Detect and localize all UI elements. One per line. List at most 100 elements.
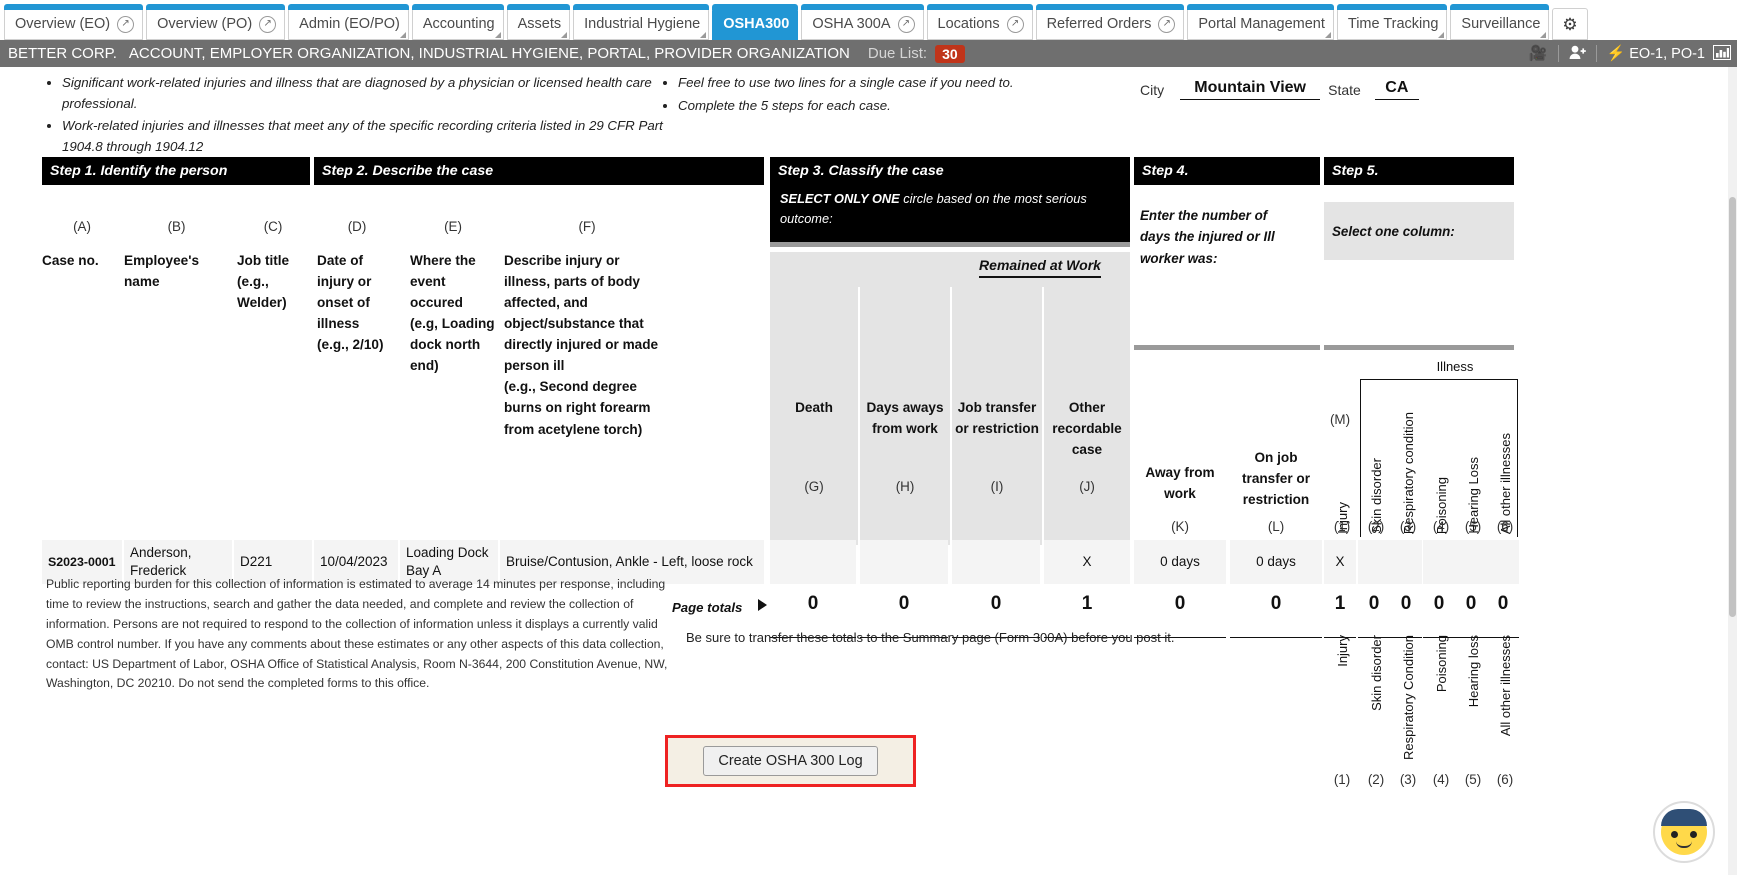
column-e-header: (E) Where the event occured (e.g, Loadin…: [410, 219, 496, 376]
illness-column-1: Injury: [1326, 389, 1358, 534]
illness-column-label: Respiratory condition: [1400, 411, 1416, 534]
gear-icon: ⚙: [1562, 14, 1578, 34]
illness-bottom-label: Skin disorder: [1368, 635, 1384, 711]
open-external-icon[interactable]: ↗: [117, 15, 135, 33]
tab-label: Overview (EO): [15, 16, 111, 32]
tab-assets[interactable]: Assets: [506, 4, 571, 40]
create-osha-300-log-highlight: Create OSHA 300 Log: [665, 735, 916, 787]
tab-accounting[interactable]: Accounting: [411, 4, 504, 40]
add-user-icon[interactable]: [1569, 45, 1586, 63]
avatar[interactable]: [1653, 801, 1715, 863]
table-cell-hearing[interactable]: [1455, 540, 1487, 584]
tab-surveillance[interactable]: Surveillance: [1450, 4, 1550, 40]
table-cell-other-recordable[interactable]: X: [1044, 540, 1130, 584]
tab-label: Surveillance: [1461, 16, 1541, 32]
tab-label: Referred Orders: [1046, 16, 1152, 32]
scrollbar-thumb[interactable]: [1729, 197, 1736, 617]
transfer-totals-note: Be sure to transfer these totals to the …: [686, 630, 1175, 645]
column-f-label: Describe injury or illness, parts of bod…: [504, 253, 659, 374]
table-cell-transfer-days[interactable]: 0 days: [1230, 540, 1322, 584]
main-tab-bar: Overview (EO) ↗ Overview (PO) ↗ Admin (EO/PO…: [0, 0, 1737, 40]
step4-header: Step 4.: [1134, 157, 1320, 185]
open-external-icon[interactable]: ↗: [1158, 15, 1176, 33]
city-value[interactable]: Mountain View: [1180, 79, 1321, 100]
create-osha-300-log-button[interactable]: Create OSHA 300 Log: [703, 746, 878, 776]
settings-gear-tab[interactable]: ⚙: [1552, 8, 1588, 40]
table-cell-days-away[interactable]: [860, 540, 948, 584]
table-cell-job-title[interactable]: D221: [234, 540, 312, 584]
bar-chart-icon[interactable]: [1713, 44, 1731, 63]
list-item: Complete the 5 steps for each case.: [678, 96, 1132, 117]
table-cell-describe[interactable]: Bruise/Contusion, Ankle - Left, loose ro…: [500, 540, 764, 584]
total-days-away: 0: [860, 593, 948, 638]
due-list-badge[interactable]: 30: [935, 44, 965, 63]
table-cell-injury[interactable]: X: [1324, 540, 1356, 584]
list-item: Work-related injuries and illnesses that…: [62, 116, 671, 157]
city-label: City: [1140, 82, 1165, 98]
tab-overview-eo[interactable]: Overview (EO) ↗: [4, 4, 144, 40]
avatar-face-icon: [1661, 809, 1707, 855]
divider: [1557, 45, 1559, 62]
state-value[interactable]: CA: [1374, 79, 1419, 100]
open-external-icon[interactable]: ↗: [259, 15, 277, 33]
header-actions: 🎥 ⚡ EO-1, PO-1: [1529, 40, 1731, 67]
table-cell-case-no[interactable]: S2023-0001: [42, 540, 122, 584]
organization-header-bar: BETTER CORP. ACCOUNT, EMPLOYER ORGANIZAT…: [0, 40, 1737, 67]
column-c-header: (C) Job title (e.g., Welder): [237, 219, 309, 313]
vertical-scrollbar[interactable]: [1728, 67, 1737, 875]
tab-locations[interactable]: Locations ↗: [926, 4, 1033, 40]
tab-label: Overview (PO): [157, 16, 253, 32]
column-b-letter: (B): [167, 219, 186, 234]
step3-subtitle-bold: SELECT ONLY ONE: [780, 191, 900, 206]
illness-column-6: All other illnesses: [1489, 389, 1521, 534]
tab-admin-eo-po[interactable]: Admin (EO/PO): [288, 4, 409, 40]
tab-industrial-hygiene[interactable]: Industrial Hygiene: [573, 4, 710, 40]
step5-underbar: [1324, 345, 1514, 350]
table-cell-skin[interactable]: [1358, 540, 1390, 584]
tab-portal-management[interactable]: Portal Management: [1187, 4, 1334, 40]
column-f-letter: (F): [578, 219, 596, 234]
column-i-letter: (I): [990, 479, 1004, 494]
tab-resize-corner-icon: [1324, 32, 1331, 38]
table-cell-date[interactable]: 10/04/2023: [314, 540, 398, 584]
table-cell-other-illness[interactable]: [1487, 540, 1519, 584]
table-cell-job-transfer[interactable]: [952, 540, 1040, 584]
table-cell-away-days[interactable]: 0 days: [1134, 540, 1226, 584]
intro-right-bullets: Feel free to use two lines for a single …: [662, 73, 1132, 118]
tab-osha300[interactable]: OSHA300: [712, 4, 799, 40]
column-c-example: (e.g., Welder): [237, 274, 287, 311]
tab-overview-po[interactable]: Overview (PO) ↗: [146, 4, 286, 40]
organization-list: ACCOUNT, EMPLOYER ORGANIZATION, INDUSTRI…: [128, 45, 850, 62]
step1-header: Step 1. Identify the person: [42, 157, 310, 185]
step3-subtitle-rest: circle based on the most serious outcome…: [780, 191, 1087, 227]
intro-left-bullets: Significant work-related injuries and il…: [46, 73, 671, 159]
tab-referred-orders[interactable]: Referred Orders ↗: [1035, 4, 1185, 40]
table-cell-where[interactable]: Loading Dock Bay A: [400, 540, 498, 584]
column-a-label: Case no.: [42, 253, 99, 268]
video-camera-icon[interactable]: 🎥: [1528, 45, 1548, 62]
tab-time-tracking[interactable]: Time Tracking: [1336, 4, 1448, 40]
step3-title: Step 3. Classify the case: [778, 163, 944, 179]
open-external-icon[interactable]: ↗: [897, 15, 915, 33]
illness-column-3: Respiratory condition: [1392, 389, 1424, 534]
table-cell-employee[interactable]: Anderson, Frederick: [124, 540, 232, 584]
total-job-transfer: 0: [952, 593, 1040, 638]
illness-bottom-column-4: Poisoning: [1425, 635, 1457, 765]
step4-underbar: [1134, 345, 1320, 350]
illness-bottom-number: (3): [1399, 772, 1417, 787]
total-respiratory: 0: [1390, 593, 1422, 638]
illness-group-bracket: [1360, 379, 1518, 537]
page-totals-arrow-icon: [758, 599, 767, 611]
illness-bottom-number: (1): [1333, 772, 1351, 787]
tab-label: Locations: [937, 16, 1000, 32]
tab-osha-300a[interactable]: OSHA 300A ↗: [801, 4, 924, 40]
table-cell-respiratory[interactable]: [1390, 540, 1422, 584]
table-cell-death[interactable]: [770, 540, 856, 584]
table-cell-poisoning[interactable]: [1423, 540, 1455, 584]
city-state-fields: City Mountain View State CA: [1140, 79, 1419, 100]
open-external-icon[interactable]: ↗: [1006, 15, 1024, 33]
lightning-bolt-icon[interactable]: ⚡: [1606, 45, 1626, 62]
tab-resize-corner-icon: [1540, 32, 1547, 38]
column-d-letter: (D): [347, 219, 367, 234]
column-f-header: (F) Describe injury or illness, parts of…: [504, 219, 664, 440]
